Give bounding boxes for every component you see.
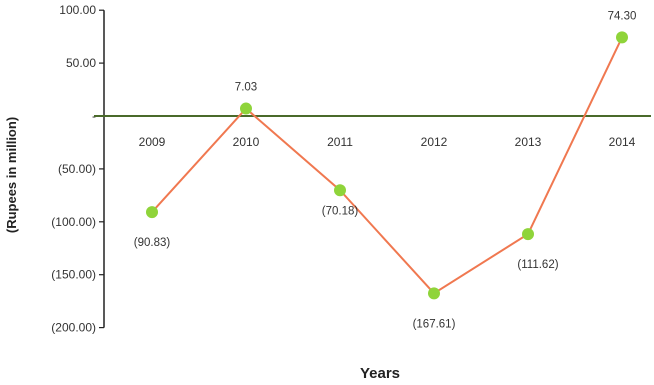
y-tick-label: 50.00 bbox=[66, 56, 96, 70]
y-tick-label: (50.00) bbox=[58, 162, 96, 176]
y-tick-label: (100.00) bbox=[51, 215, 96, 229]
x-tick-label: 2013 bbox=[515, 135, 542, 149]
x-axis-title: Years bbox=[360, 365, 400, 382]
data-point bbox=[240, 102, 252, 115]
data-label: (111.62) bbox=[517, 259, 558, 271]
data-label: 7.03 bbox=[235, 82, 257, 94]
y-axis-title: (Rupees in million) bbox=[4, 117, 19, 233]
data-label: (90.83) bbox=[134, 237, 171, 249]
data-point bbox=[428, 287, 440, 300]
x-axis-tick-labels: 2009 2010 2011 2012 2013 2014 bbox=[139, 135, 636, 149]
y-tick-label: (200.00) bbox=[51, 321, 96, 335]
data-point bbox=[146, 206, 158, 219]
data-point bbox=[522, 228, 534, 241]
x-tick-label: 2011 bbox=[327, 135, 353, 149]
data-point bbox=[616, 31, 628, 44]
data-point bbox=[334, 184, 346, 197]
data-label: (70.18) bbox=[322, 205, 359, 217]
data-label: (167.61) bbox=[413, 318, 456, 330]
x-tick-label: 2014 bbox=[609, 135, 636, 149]
x-tick-label: 2009 bbox=[139, 135, 166, 149]
x-tick-label: 2010 bbox=[233, 135, 260, 149]
data-labels: (90.83) 7.03 (70.18) (167.61) (111.62) 74.30 bbox=[134, 10, 637, 330]
data-points bbox=[146, 31, 628, 300]
series-polyline bbox=[151, 36, 623, 295]
y-tick-label: (150.00) bbox=[51, 268, 96, 282]
series-line bbox=[151, 36, 623, 295]
x-tick-label: 2012 bbox=[421, 135, 448, 149]
y-axis: 100.0050.00-(50.00)(100.00)(150.00)(200.… bbox=[51, 3, 105, 335]
y-tick-label: 100.00 bbox=[59, 3, 96, 17]
data-label: 74.30 bbox=[608, 10, 637, 22]
